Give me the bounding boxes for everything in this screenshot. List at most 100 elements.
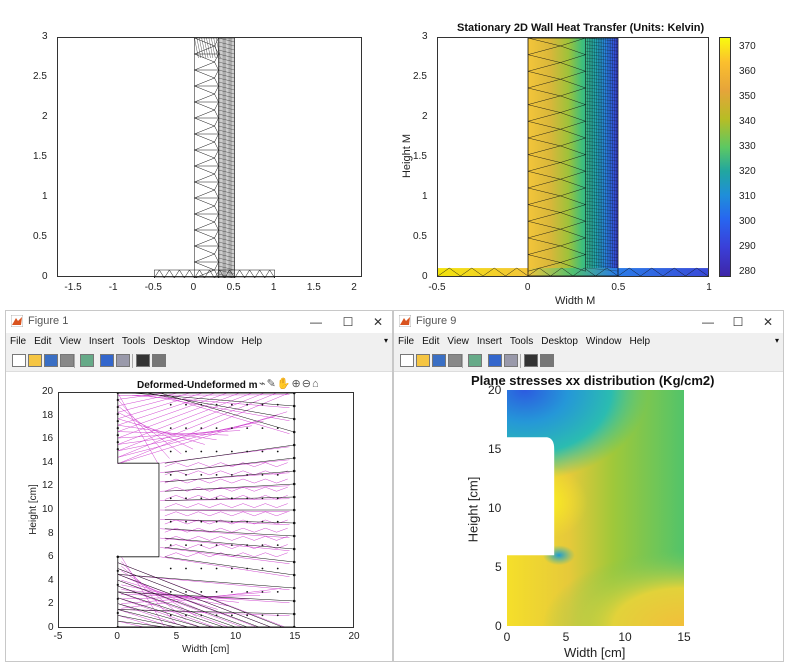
property-icon[interactable]: [540, 354, 554, 367]
save-icon[interactable]: [432, 354, 446, 367]
node-marker: [116, 569, 119, 572]
node-marker: [276, 567, 279, 570]
mesh-line: [117, 393, 277, 458]
menu-item-file[interactable]: File: [398, 336, 415, 347]
figure9-menubar: File Edit View Insert Tools Desktop Window Help…: [394, 333, 783, 351]
mesh-line: [585, 61, 619, 65]
node-marker: [200, 474, 203, 476]
link-icon[interactable]: [468, 354, 482, 367]
menu-item-help[interactable]: Help: [629, 336, 651, 347]
datatip-icon[interactable]: ✎: [266, 378, 277, 390]
mesh-line: [585, 44, 619, 48]
mesh-line: [164, 503, 288, 508]
colorbar-tick-label: 280: [739, 266, 756, 277]
menu-item-desktop[interactable]: Desktop: [153, 336, 190, 347]
mesh-element: [662, 267, 686, 276]
menu-item-view[interactable]: View: [447, 336, 469, 347]
mesh-line: [218, 173, 235, 179]
mesh-element: [194, 38, 219, 55]
menu-item-tools[interactable]: Tools: [509, 336, 534, 347]
dock-arrow-icon[interactable]: ▾: [774, 336, 779, 345]
mesh-line: [164, 496, 295, 501]
node-marker: [200, 427, 203, 429]
mesh-line: [218, 225, 235, 231]
save-icon[interactable]: [44, 354, 58, 367]
mesh-element: [194, 197, 219, 215]
property-icon[interactable]: [152, 354, 166, 367]
print-icon[interactable]: [60, 354, 74, 367]
mesh-element: [460, 267, 484, 276]
legend-icon[interactable]: [116, 354, 130, 367]
menu-item-insert[interactable]: Insert: [476, 336, 502, 347]
mesh-plot-axes: [57, 37, 362, 278]
edit-plot-icon[interactable]: [136, 354, 150, 367]
menu-item-window[interactable]: Window: [197, 336, 234, 347]
maximize-button[interactable]: ☐: [732, 315, 744, 329]
y-tick-label: 14: [42, 456, 54, 468]
menu-item-help[interactable]: Help: [241, 336, 263, 347]
colorbar-icon[interactable]: [488, 354, 502, 367]
mesh-element: [194, 181, 219, 199]
legend-icon[interactable]: [504, 354, 518, 367]
open-icon[interactable]: [28, 354, 42, 367]
y-tick-label: 4: [48, 574, 54, 586]
menu-item-edit[interactable]: Edit: [34, 336, 52, 347]
colorbar-icon[interactable]: [100, 354, 114, 367]
zoom-out-icon[interactable]: ⊖: [301, 378, 312, 390]
link-icon[interactable]: [80, 354, 94, 367]
mesh-line: [117, 609, 189, 627]
minimize-button[interactable]: —: [702, 315, 714, 329]
new-figure-icon[interactable]: [400, 354, 414, 367]
open-icon[interactable]: [416, 354, 430, 367]
close-button[interactable]: ✕: [762, 315, 774, 329]
mesh-element: [254, 269, 265, 278]
brush-icon[interactable]: ⌁: [259, 378, 267, 390]
figure1-xlabel: Width [cm]: [182, 644, 230, 655]
menu-item-window[interactable]: Window: [585, 336, 622, 347]
figure1-axes-toolbar: ⌁✎✋⊕⊖⌂: [259, 377, 320, 390]
matlab-icon: [399, 315, 411, 327]
menu-item-tools[interactable]: Tools: [121, 336, 146, 347]
mesh-line: [585, 67, 619, 72]
mesh-line: [585, 157, 619, 162]
toolbar-separator: [520, 354, 521, 368]
mesh-element: [194, 229, 219, 247]
node-marker: [246, 450, 249, 453]
node-marker: [185, 567, 187, 570]
mesh-line: [218, 97, 235, 103]
mesh-line: [218, 137, 235, 143]
mesh-line: [585, 141, 619, 145]
figure1-ylabel: Height [cm]: [27, 484, 39, 535]
x-tick-label: 1: [270, 282, 277, 293]
mesh-line: [218, 69, 235, 75]
figure9-titlebar: Figure 9 — ☐ ✕: [394, 311, 783, 333]
minimize-button[interactable]: —: [310, 315, 322, 329]
mesh-line: [117, 574, 290, 590]
pan-icon[interactable]: ✋: [276, 378, 292, 390]
edit-plot-icon[interactable]: [524, 354, 538, 367]
zoom-in-icon[interactable]: ⊕: [291, 378, 302, 390]
mesh-line: [218, 213, 235, 219]
print-icon[interactable]: [448, 354, 462, 367]
mesh-line: [218, 189, 235, 195]
mesh-line: [117, 591, 295, 602]
x-tick-label: 10: [230, 631, 242, 642]
close-button[interactable]: ✕: [372, 315, 384, 329]
menu-item-desktop[interactable]: Desktop: [541, 336, 578, 347]
menu-item-edit[interactable]: Edit: [422, 336, 440, 347]
menu-item-view[interactable]: View: [59, 336, 81, 347]
mesh-line: [164, 457, 295, 473]
new-figure-icon[interactable]: [12, 354, 26, 367]
node-marker: [276, 520, 279, 523]
node-marker: [200, 591, 203, 593]
dock-arrow-icon[interactable]: ▾: [383, 336, 388, 345]
mesh-line: [218, 125, 235, 131]
maximize-button[interactable]: ☐: [342, 315, 354, 329]
node-marker: [292, 469, 296, 473]
y-tick-label: 1.5: [413, 151, 427, 162]
wall-field: [528, 38, 618, 276]
menu-item-file[interactable]: File: [10, 336, 27, 347]
home-icon[interactable]: ⌂: [311, 378, 320, 390]
mesh-line: [160, 537, 290, 551]
menu-item-insert[interactable]: Insert: [88, 336, 114, 347]
